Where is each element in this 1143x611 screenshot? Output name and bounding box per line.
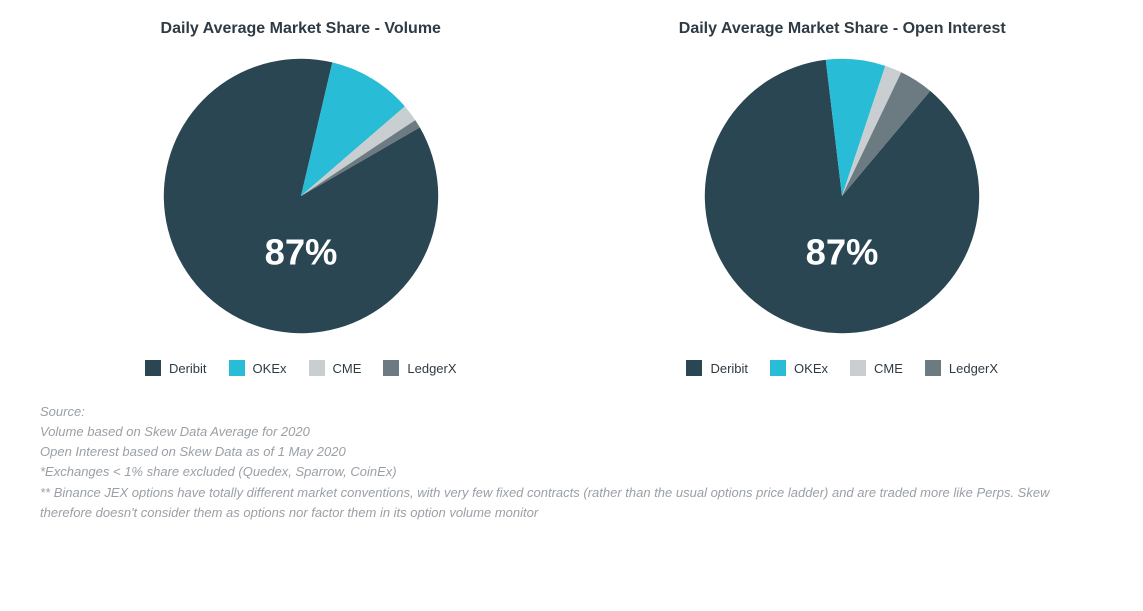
legend-item: Deribit	[145, 360, 207, 376]
legend-swatch	[850, 360, 866, 376]
legend-label: CME	[874, 361, 903, 376]
legend-swatch	[686, 360, 702, 376]
pie-center-label: 87%	[264, 231, 337, 272]
legend-item: LedgerX	[383, 360, 456, 376]
footnote-line: ** Binance JEX options have totally diff…	[40, 483, 1103, 523]
volume-chart-panel: Daily Average Market Share - Volume 87% …	[40, 20, 562, 376]
legend-label: CME	[333, 361, 362, 376]
openinterest-pie-svg: 87%	[702, 56, 982, 336]
volume-legend: Deribit OKEx CME LedgerX	[145, 360, 457, 376]
openinterest-pie: 87%	[702, 56, 982, 336]
openinterest-legend: Deribit OKEx CME LedgerX	[686, 360, 998, 376]
openinterest-chart-panel: Daily Average Market Share - Open Intere…	[582, 20, 1104, 376]
volume-pie-svg: 87%	[161, 56, 441, 336]
legend-label: Deribit	[169, 361, 207, 376]
legend-swatch	[383, 360, 399, 376]
volume-pie: 87%	[161, 56, 441, 336]
legend-label: Deribit	[710, 361, 748, 376]
legend-swatch	[229, 360, 245, 376]
legend-label: LedgerX	[407, 361, 456, 376]
legend-label: OKEx	[794, 361, 828, 376]
legend-swatch	[925, 360, 941, 376]
legend-item: Deribit	[686, 360, 748, 376]
legend-swatch	[770, 360, 786, 376]
pie-center-label: 87%	[806, 231, 879, 272]
volume-chart-title: Daily Average Market Share - Volume	[161, 20, 441, 38]
openinterest-chart-title: Daily Average Market Share - Open Intere…	[679, 20, 1006, 38]
legend-item: CME	[850, 360, 903, 376]
legend-item: OKEx	[229, 360, 287, 376]
legend-swatch	[309, 360, 325, 376]
footnote-line: Source:	[40, 402, 1103, 422]
legend-item: CME	[309, 360, 362, 376]
footnote-line: Open Interest based on Skew Data as of 1…	[40, 442, 1103, 462]
chart-container: Daily Average Market Share - Volume 87% …	[0, 0, 1143, 611]
footnote-line: *Exchanges < 1% share excluded (Quedex, …	[40, 462, 1103, 482]
legend-label: LedgerX	[949, 361, 998, 376]
footnotes: Source: Volume based on Skew Data Averag…	[40, 402, 1103, 523]
footnote-line: Volume based on Skew Data Average for 20…	[40, 422, 1103, 442]
legend-swatch	[145, 360, 161, 376]
legend-label: OKEx	[253, 361, 287, 376]
legend-item: LedgerX	[925, 360, 998, 376]
charts-row: Daily Average Market Share - Volume 87% …	[40, 20, 1103, 376]
legend-item: OKEx	[770, 360, 828, 376]
